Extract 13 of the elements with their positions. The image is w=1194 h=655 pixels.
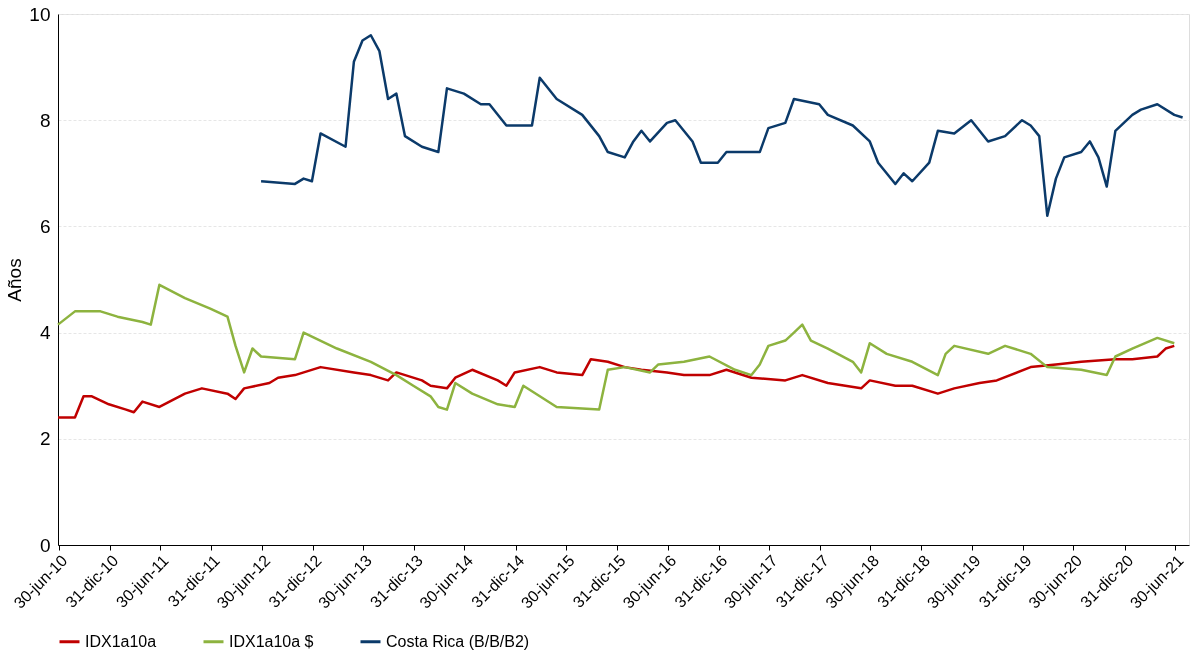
legend-label: Costa Rica (B/B/B2) [386,632,530,650]
line-series [56,283,1176,411]
y-tick-label: 6 [39,215,51,237]
y-tick-label: 8 [39,109,51,131]
y-tick-label: 4 [39,322,51,344]
line-series [56,344,1176,419]
y-tick-label: 0 [39,534,51,556]
y-tick-label: 2 [39,428,51,450]
y-tick-label: 10 [29,3,51,25]
legend-label: IDX1a10a $ [229,632,314,650]
legend-label: IDX1a10a [85,632,157,650]
y-axis-title: Años [4,258,26,302]
line-series [259,33,1184,218]
